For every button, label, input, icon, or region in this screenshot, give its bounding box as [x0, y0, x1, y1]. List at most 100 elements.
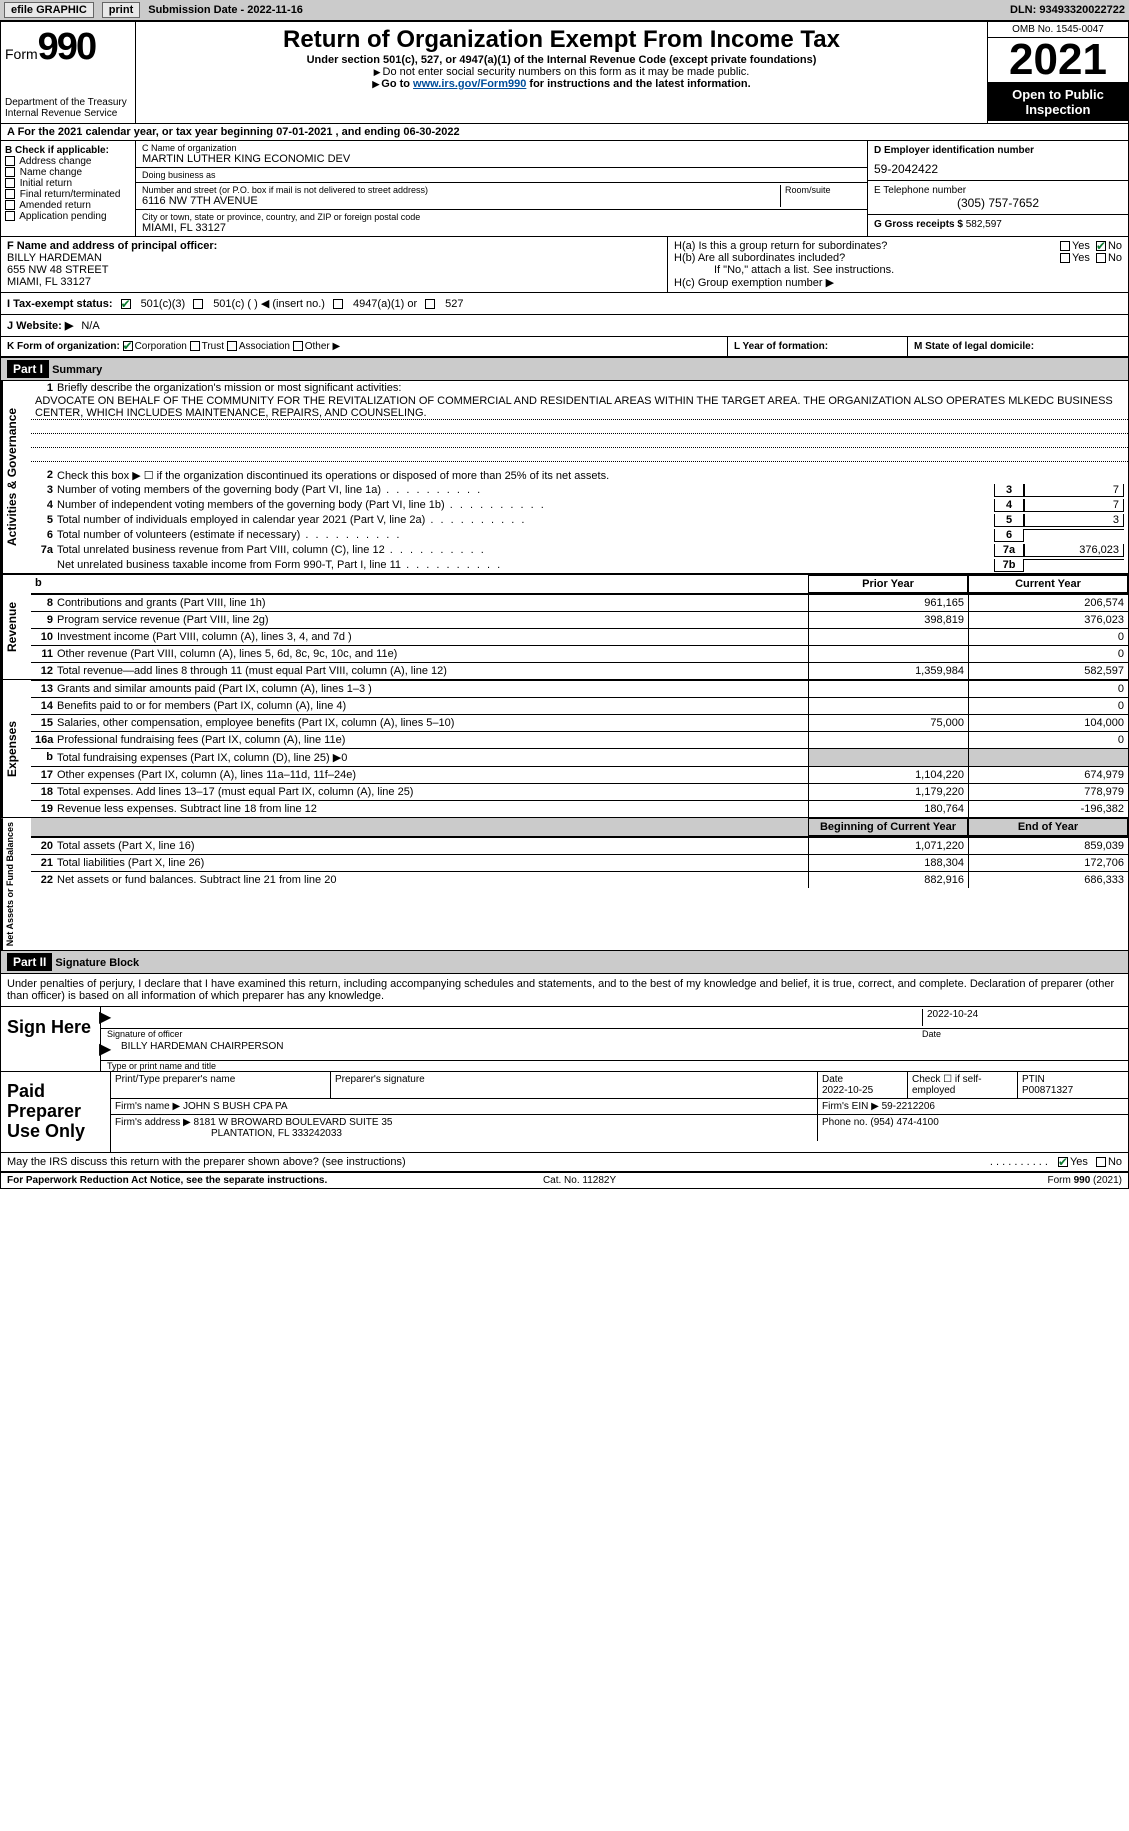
officer-addr2: MIAMI, FL 33127: [7, 276, 661, 288]
table-row: 22Net assets or fund balances. Subtract …: [31, 871, 1128, 888]
line1-label: Briefly describe the organization's miss…: [57, 382, 1124, 394]
firm-ein: 59-2212206: [882, 1101, 935, 1112]
website-value: N/A: [81, 320, 99, 332]
org-name: MARTIN LUTHER KING ECONOMIC DEV: [142, 153, 861, 165]
discuss-yes-checkbox[interactable]: [1058, 1157, 1068, 1167]
col-d: D Employer identification number 59-2042…: [868, 141, 1128, 236]
addr-label: Number and street (or P.O. box if mail i…: [142, 185, 776, 195]
room-label: Room/suite: [785, 185, 861, 195]
open-to-public: Open to Public Inspection: [988, 83, 1128, 121]
firm-ein-label: Firm's EIN ▶: [822, 1101, 879, 1112]
discuss-no-checkbox[interactable]: [1096, 1157, 1106, 1167]
yes-label: Yes: [1072, 240, 1090, 252]
phone-label: Phone no.: [822, 1117, 868, 1128]
firm-name: JOHN S BUSH CPA PA: [183, 1101, 288, 1112]
summary-line: 4Number of independent voting members of…: [31, 498, 1128, 513]
table-row: 16aProfessional fundraising fees (Part I…: [31, 731, 1128, 748]
firm-addr2: PLANTATION, FL 333242033: [115, 1128, 342, 1139]
phone: (954) 474-4100: [870, 1117, 938, 1128]
colb-item: Initial return: [5, 178, 131, 189]
hb-yes-checkbox[interactable]: [1060, 253, 1070, 263]
officer-printed: BILLY HARDEMAN CHAIRPERSON: [107, 1041, 283, 1052]
korg-other: Other ▶: [305, 341, 340, 352]
prep-sig-label: Preparer's signature: [331, 1072, 818, 1098]
status-501c3-checkbox[interactable]: [121, 299, 131, 309]
status-527: 527: [445, 298, 463, 310]
hb-no-checkbox[interactable]: [1096, 253, 1106, 263]
officer-label: F Name and address of principal officer:: [7, 240, 661, 252]
no-label: No: [1108, 240, 1122, 252]
ptin: P00871327: [1022, 1085, 1073, 1096]
no-label: No: [1108, 252, 1122, 264]
form-header: Form990 Department of the Treasury Inter…: [1, 22, 1128, 124]
colb-checkbox[interactable]: [5, 200, 15, 210]
colb-item: Final return/terminated: [5, 189, 131, 200]
check-self: Check ☐ if self-employed: [908, 1072, 1018, 1098]
irs-link[interactable]: www.irs.gov/Form990: [413, 78, 526, 90]
ha-yes-checkbox[interactable]: [1060, 241, 1070, 251]
status-4947-checkbox[interactable]: [333, 299, 343, 309]
city-label: City or town, state or province, country…: [142, 212, 861, 222]
korg-assoc: Association: [239, 341, 290, 352]
summary-line: 5Total number of individuals employed in…: [31, 513, 1128, 528]
colb-checkbox[interactable]: [5, 167, 15, 177]
ein-label: D Employer identification number: [874, 145, 1122, 156]
subtitle-2: Do not enter social security numbers on …: [142, 66, 981, 78]
vtab-activities: Activities & Governance: [1, 381, 31, 573]
colb-checkbox[interactable]: [5, 178, 15, 188]
topbar: efile GRAPHIC print Submission Date - 20…: [0, 0, 1129, 21]
efile-btn[interactable]: efile GRAPHIC: [4, 2, 94, 18]
colb-checkbox[interactable]: [5, 189, 15, 199]
status-4947: 4947(a)(1) or: [353, 298, 417, 310]
tel-label: E Telephone number: [874, 185, 1122, 196]
sig-officer-label: Signature of officer: [107, 1029, 922, 1039]
status-501c3: 501(c)(3): [141, 298, 186, 310]
colb-item: Application pending: [5, 211, 131, 222]
state-domicile-label: M State of legal domicile:: [908, 337, 1128, 356]
table-row: 14Benefits paid to or for members (Part …: [31, 697, 1128, 714]
prep-date: 2022-10-25: [822, 1085, 873, 1096]
firm-addr1: 8181 W BROWARD BOULEVARD SUITE 35: [194, 1117, 393, 1128]
yes-label: Yes: [1070, 1156, 1088, 1168]
korg-trust-checkbox[interactable]: [190, 341, 200, 351]
row-a: A For the 2021 calendar year, or tax yea…: [1, 124, 1128, 141]
vtab-net: Net Assets or Fund Balances: [1, 818, 31, 950]
table-row: 13Grants and similar amounts paid (Part …: [31, 680, 1128, 697]
status-527-checkbox[interactable]: [425, 299, 435, 309]
part2-hdr: Part II: [7, 953, 52, 971]
colb-item: Name change: [5, 167, 131, 178]
org-name-label: C Name of organization: [142, 143, 861, 153]
summary-line: 3Number of voting members of the governi…: [31, 483, 1128, 498]
city: MIAMI, FL 33127: [142, 222, 861, 234]
no-label: No: [1108, 1156, 1122, 1168]
korg-label: K Form of organization:: [7, 341, 120, 352]
table-row: 12Total revenue—add lines 8 through 11 (…: [31, 662, 1128, 679]
declaration: Under penalties of perjury, I declare th…: [1, 974, 1128, 1007]
status-501c-checkbox[interactable]: [193, 299, 203, 309]
table-row: 9Program service revenue (Part VIII, lin…: [31, 611, 1128, 628]
korg-assoc-checkbox[interactable]: [227, 341, 237, 351]
summary-line: 7aTotal unrelated business revenue from …: [31, 543, 1128, 558]
ha-no-checkbox[interactable]: [1096, 241, 1106, 251]
print-btn[interactable]: print: [102, 2, 140, 18]
ptin-label: PTIN: [1022, 1074, 1045, 1085]
colb-checkbox[interactable]: [5, 156, 15, 166]
submission-date: Submission Date - 2022-11-16: [148, 4, 303, 16]
sig-date-label: Date: [922, 1029, 1122, 1039]
table-row: 20Total assets (Part X, line 16)1,071,22…: [31, 837, 1128, 854]
gross-label: G Gross receipts $: [874, 219, 963, 230]
dept: Department of the Treasury Internal Reve…: [5, 97, 131, 119]
korg-other-checkbox[interactable]: [293, 341, 303, 351]
gross: 582,597: [966, 219, 1002, 230]
korg-corp-checkbox[interactable]: [123, 341, 133, 351]
line2-label: Check this box ▶ ☐ if the organization d…: [57, 469, 1124, 482]
firm-addr-label: Firm's address ▶: [115, 1117, 191, 1128]
status-label: I Tax-exempt status:: [7, 298, 113, 310]
hc-label: H(c) Group exemption number ▶: [674, 276, 1122, 289]
ha-label: H(a) Is this a group return for subordin…: [674, 240, 1060, 252]
cat-no: Cat. No. 11282Y: [543, 1175, 616, 1186]
col-b: B Check if applicable: Address change Na…: [1, 141, 136, 236]
form-footer: Form 990 (2021): [1047, 1175, 1121, 1186]
current-year-hdr: Current Year: [968, 575, 1128, 593]
colb-checkbox[interactable]: [5, 211, 15, 221]
